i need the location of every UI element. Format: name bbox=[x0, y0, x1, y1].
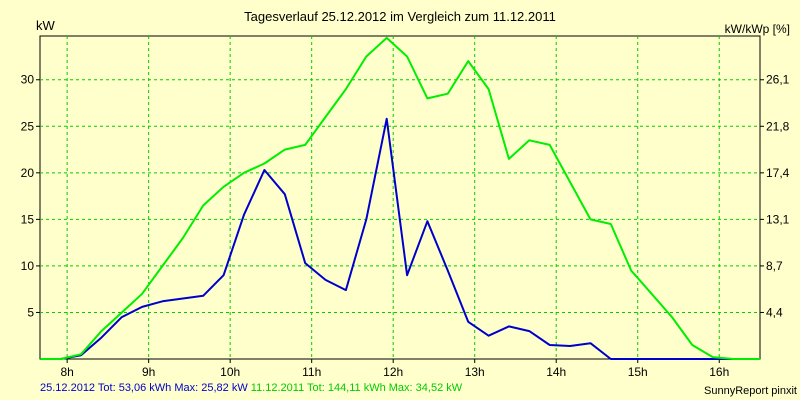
y-tick-label-right: 26,1 bbox=[766, 73, 790, 87]
x-tick-label: 8h bbox=[60, 365, 73, 379]
y-tick-label-right: 4,4 bbox=[766, 305, 783, 319]
y-tick-label-left: 25 bbox=[21, 119, 35, 133]
x-tick-label: 11h bbox=[302, 365, 321, 379]
legend-series-2: 11.12.2011 Tot: 144,11 kWh Max: 34,52 kW bbox=[250, 382, 463, 394]
legend: 25.12.2012 Tot: 53,06 kWh Max: 25,82 kW … bbox=[40, 382, 462, 394]
y-tick-label-left: 20 bbox=[21, 166, 35, 180]
x-tick-label: 9h bbox=[142, 365, 155, 379]
x-tick-label: 10h bbox=[220, 365, 240, 379]
chart-title: Tagesverlauf 25.12.2012 im Vergleich zum… bbox=[244, 9, 556, 24]
legend-series-1: 25.12.2012 Tot: 53,06 kWh Max: 25,82 kW bbox=[40, 382, 248, 394]
x-tick-label: 12h bbox=[383, 365, 403, 379]
y-axis-right-label: kW/kWp [%] bbox=[724, 22, 790, 36]
y-tick-label-right: 21,8 bbox=[766, 119, 790, 133]
y-axis-left-label: kW bbox=[36, 18, 55, 33]
y-tick-label-left: 30 bbox=[21, 73, 35, 87]
y-tick-label-left: 15 bbox=[21, 212, 35, 226]
series-line-1 bbox=[40, 117, 760, 360]
series-line-2 bbox=[40, 36, 760, 360]
x-tick-label: 16h bbox=[709, 365, 729, 379]
x-tick-label: 14h bbox=[546, 365, 566, 379]
x-tick-label: 15h bbox=[628, 365, 648, 379]
y-tick-label-right: 17,4 bbox=[766, 166, 790, 180]
y-tick-label-right: 8,7 bbox=[766, 259, 783, 273]
plot-frame bbox=[39, 35, 761, 360]
y-tick-label-left: 10 bbox=[21, 259, 35, 273]
y-tick-label-left: 5 bbox=[27, 305, 34, 319]
y-tick-label-right: 13,1 bbox=[766, 212, 790, 226]
x-tick-label: 13h bbox=[465, 365, 485, 379]
credit-text: SunnyReport pinxit bbox=[704, 385, 797, 397]
